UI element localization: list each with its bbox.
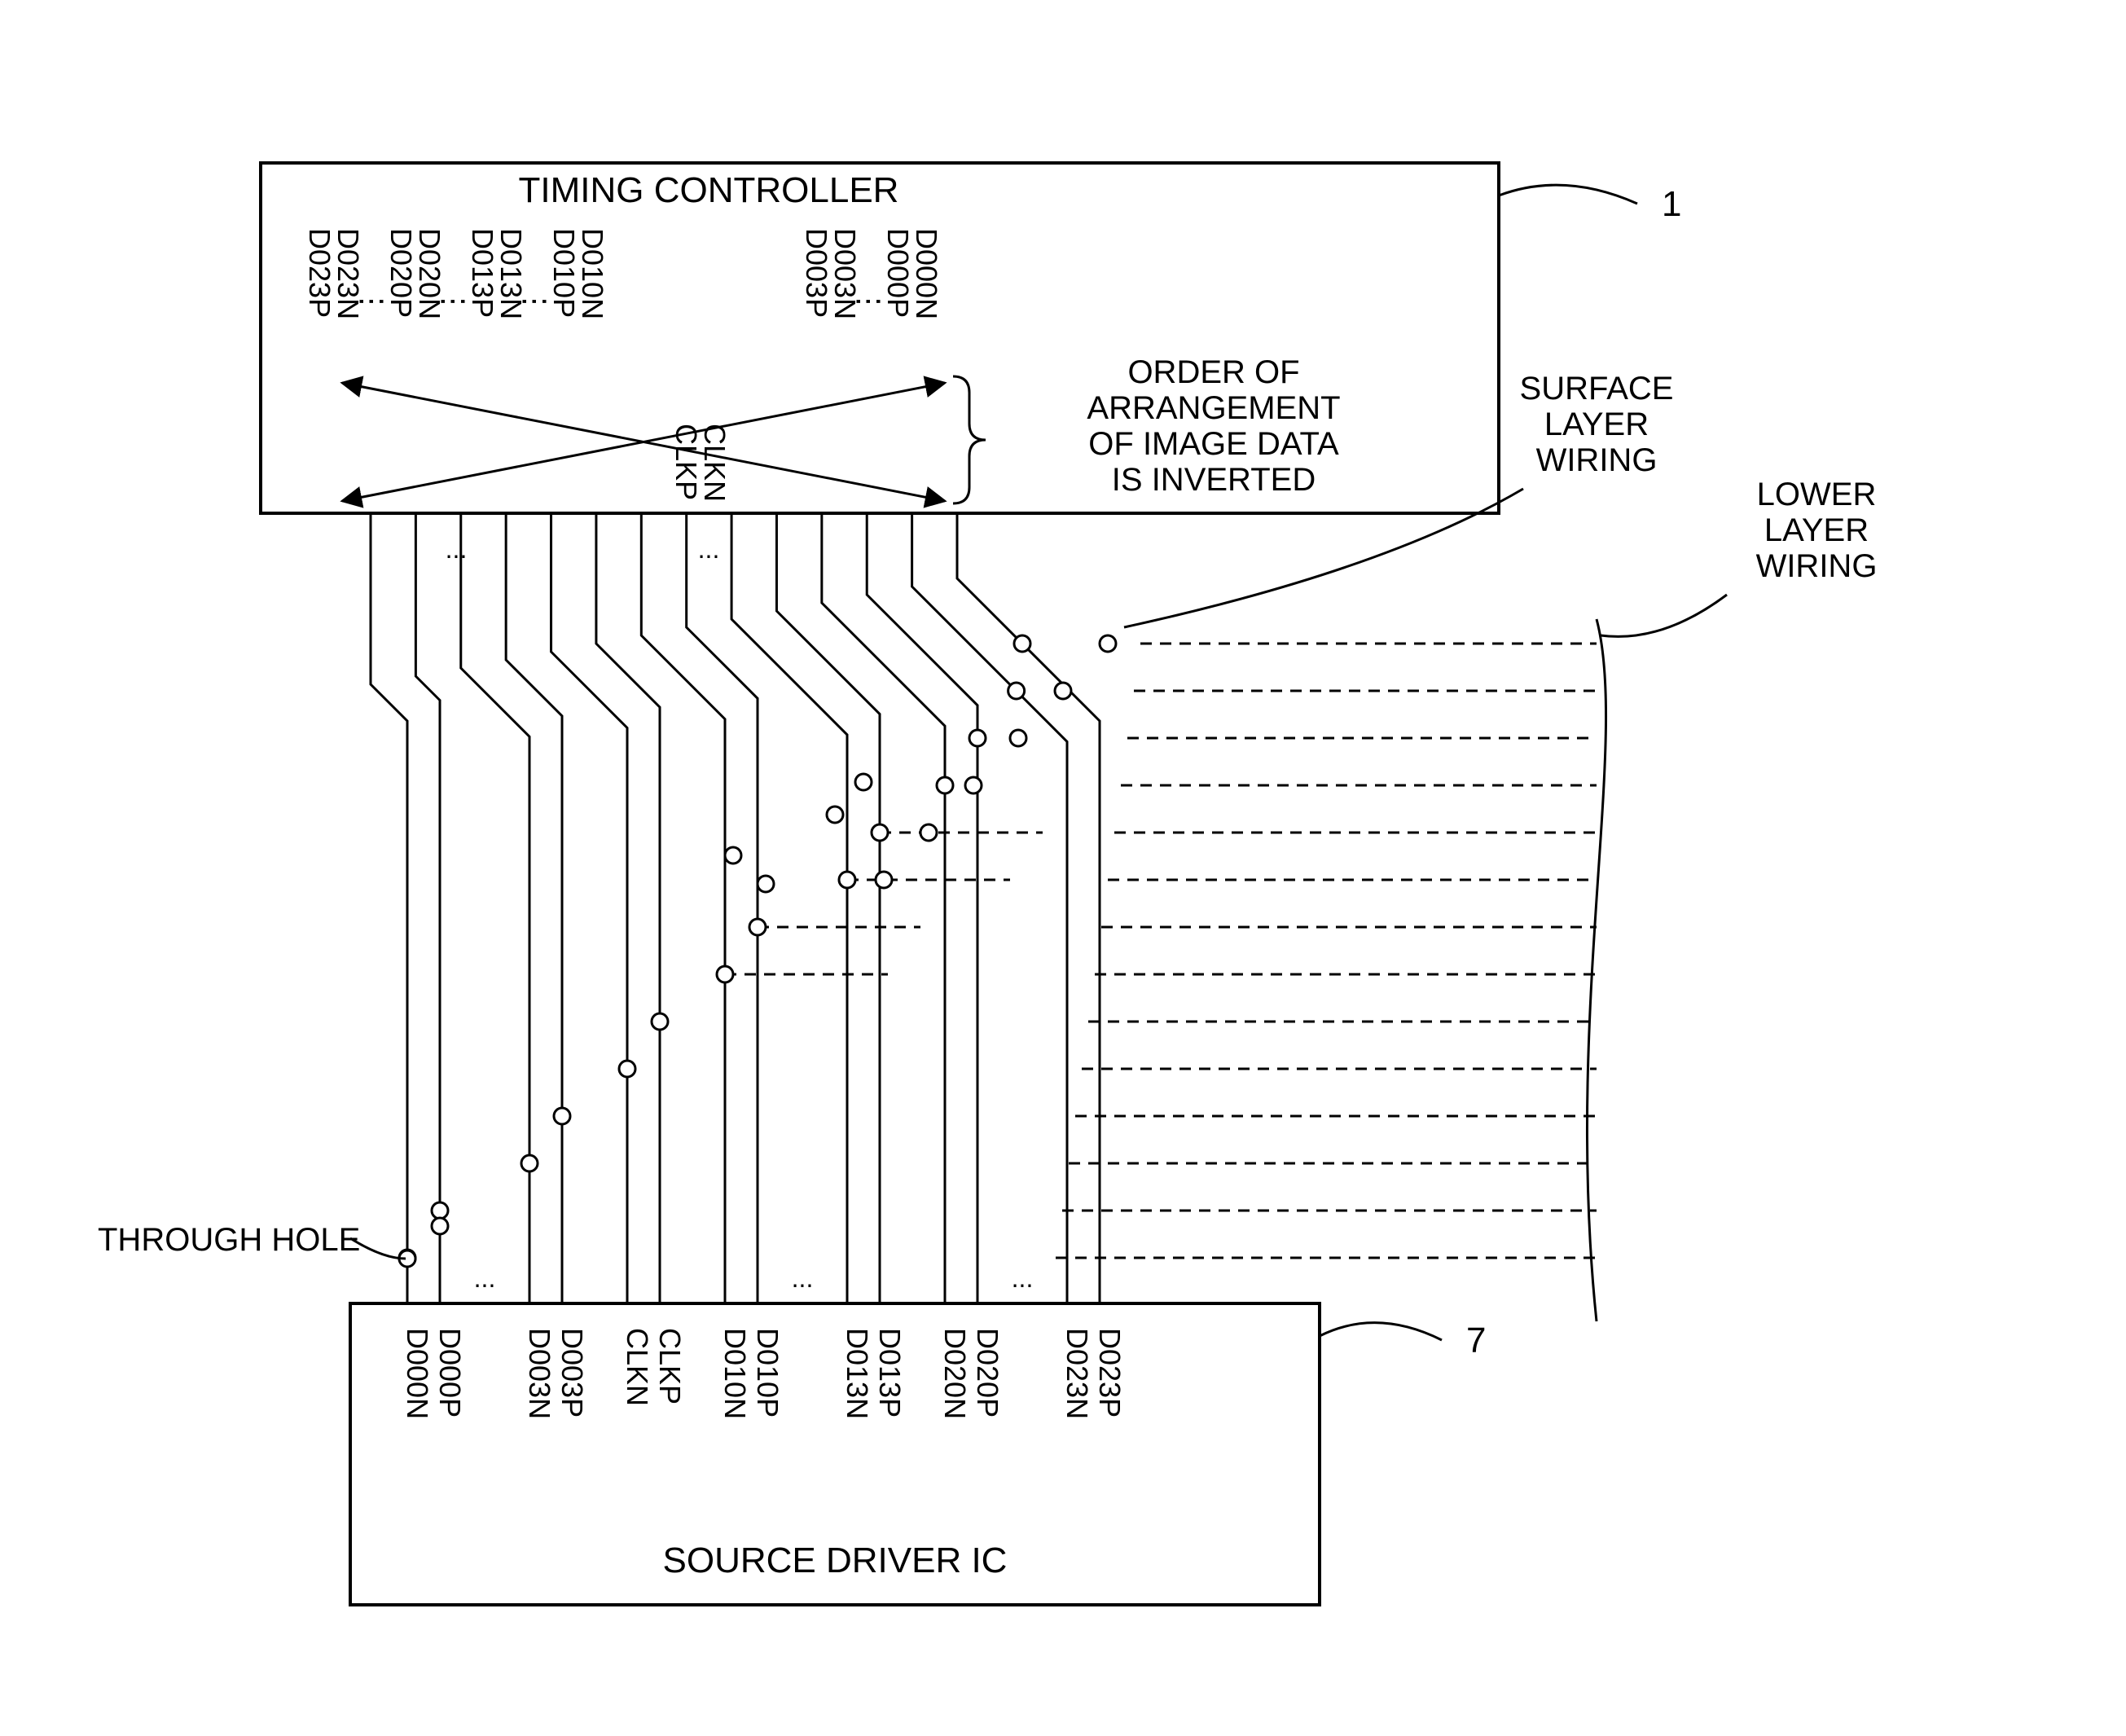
source-driver-title: SOURCE DRIVER IC <box>663 1540 1008 1580</box>
svg-text:D023N: D023N <box>1061 1328 1094 1419</box>
svg-text:CLKN: CLKN <box>698 424 731 502</box>
svg-text:...: ... <box>474 1264 496 1293</box>
surface-layer-label: SURFACELAYERWIRING <box>1520 371 1674 478</box>
svg-text:CLKN: CLKN <box>621 1328 654 1406</box>
svg-text:D020P: D020P <box>971 1328 1004 1417</box>
svg-text:...: ... <box>792 1264 814 1293</box>
order-inverted-note: ORDER OFARRANGEMENTOF IMAGE DATAIS INVER… <box>1087 354 1340 498</box>
svg-text:⋮: ⋮ <box>519 287 552 316</box>
svg-text:7: 7 <box>1466 1321 1486 1360</box>
svg-text:D000N: D000N <box>401 1328 434 1419</box>
timing-controller-title: TIMING CONTROLLER <box>519 170 899 210</box>
svg-text:...: ... <box>446 534 468 564</box>
svg-text:1: 1 <box>1662 184 1681 224</box>
svg-text:...: ... <box>1012 1264 1034 1293</box>
svg-text:D003P: D003P <box>556 1328 589 1417</box>
svg-text:⋮: ⋮ <box>356 287 389 316</box>
svg-text:CLKP: CLKP <box>653 1328 687 1404</box>
svg-text:D023P: D023P <box>303 228 336 318</box>
svg-text:D000P: D000P <box>433 1328 467 1417</box>
svg-text:D013N: D013N <box>841 1328 874 1419</box>
svg-text:D013P: D013P <box>873 1328 907 1417</box>
svg-text:⋮: ⋮ <box>853 287 886 316</box>
through-hole-label: THROUGH HOLE <box>98 1222 360 1258</box>
svg-text:D010N: D010N <box>718 1328 752 1419</box>
svg-text:D000N: D000N <box>910 228 943 319</box>
svg-text:D010N: D010N <box>576 228 609 319</box>
svg-text:⋮: ⋮ <box>437 287 471 316</box>
lower-layer-label: LOWERLAYERWIRING <box>1756 477 1878 584</box>
wiring-diagram: TIMING CONTROLLER1D023PD023ND020PD020ND0… <box>0 0 2126 1736</box>
svg-text:D003N: D003N <box>523 1328 556 1419</box>
svg-text:...: ... <box>698 534 720 564</box>
svg-text:D023P: D023P <box>1093 1328 1127 1417</box>
svg-text:D010P: D010P <box>751 1328 784 1417</box>
svg-text:D020N: D020N <box>938 1328 972 1419</box>
svg-text:D003P: D003P <box>800 228 833 318</box>
